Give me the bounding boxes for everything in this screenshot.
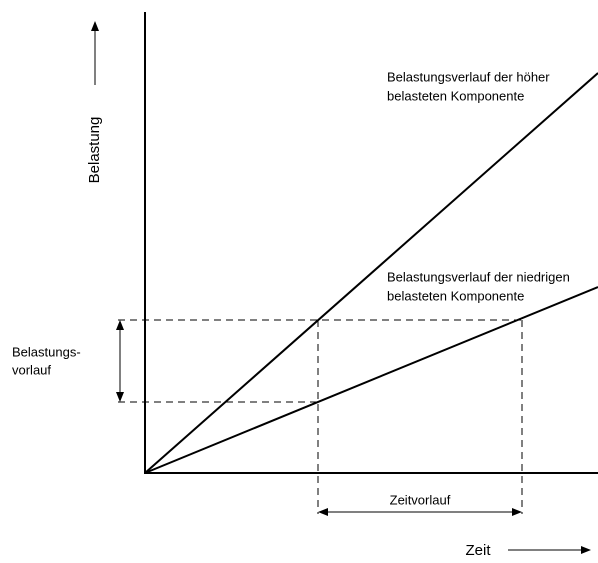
steep-curve xyxy=(144,72,598,474)
y-label: Belastung xyxy=(86,117,103,184)
curve-label: Belastungsverlauf der niedrigen xyxy=(387,269,570,284)
curve-label: belasteten Komponente xyxy=(387,88,524,103)
x-label: Zeit xyxy=(465,542,491,559)
shallow-curve xyxy=(144,286,598,474)
annotation: Belastungs- xyxy=(12,344,81,359)
annotation: Zeitvorlauf xyxy=(390,492,451,507)
annotation: vorlauf xyxy=(12,362,51,377)
curve-label: Belastungsverlauf der höher xyxy=(387,69,550,84)
curve-label: belasteten Komponente xyxy=(387,288,524,303)
